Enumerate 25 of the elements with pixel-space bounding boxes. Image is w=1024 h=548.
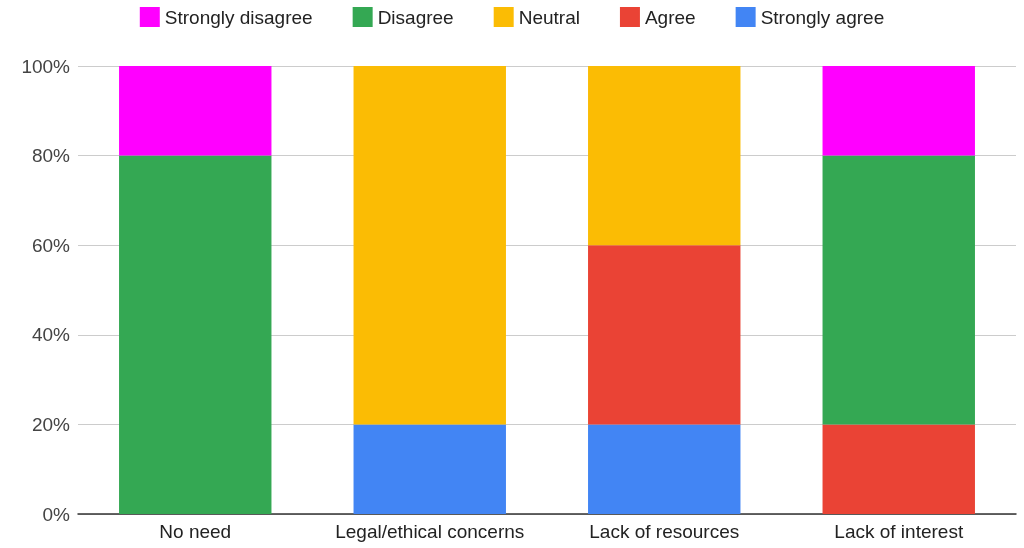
legend-label: Neutral bbox=[518, 6, 580, 28]
bar bbox=[588, 245, 741, 425]
legend-label: Disagree bbox=[377, 6, 454, 28]
bar bbox=[353, 424, 506, 514]
legend-label: Agree bbox=[644, 6, 696, 28]
legend-label: Strongly disagree bbox=[164, 6, 313, 28]
y-tick-label: 20% bbox=[31, 413, 71, 435]
y-tick-label: 40% bbox=[31, 324, 71, 346]
bar bbox=[588, 66, 741, 246]
x-tick-label: Legal/ethical concerns bbox=[335, 521, 525, 542]
x-tick-label: No need bbox=[159, 521, 232, 542]
bar bbox=[353, 66, 506, 425]
y-tick-label: 80% bbox=[31, 145, 71, 167]
bar bbox=[588, 424, 741, 514]
bar bbox=[119, 66, 272, 156]
bar bbox=[822, 155, 975, 425]
y-tick-label: 60% bbox=[31, 234, 71, 256]
bar bbox=[822, 424, 975, 514]
y-tick-label: 0% bbox=[42, 503, 71, 525]
bar bbox=[119, 155, 272, 514]
x-tick-label: Lack of resources bbox=[589, 521, 740, 542]
y-tick-label: 100% bbox=[21, 55, 71, 77]
x-tick-label: Lack of interest bbox=[834, 521, 964, 542]
bar bbox=[822, 66, 975, 156]
legend-label: Strongly agree bbox=[760, 6, 885, 28]
